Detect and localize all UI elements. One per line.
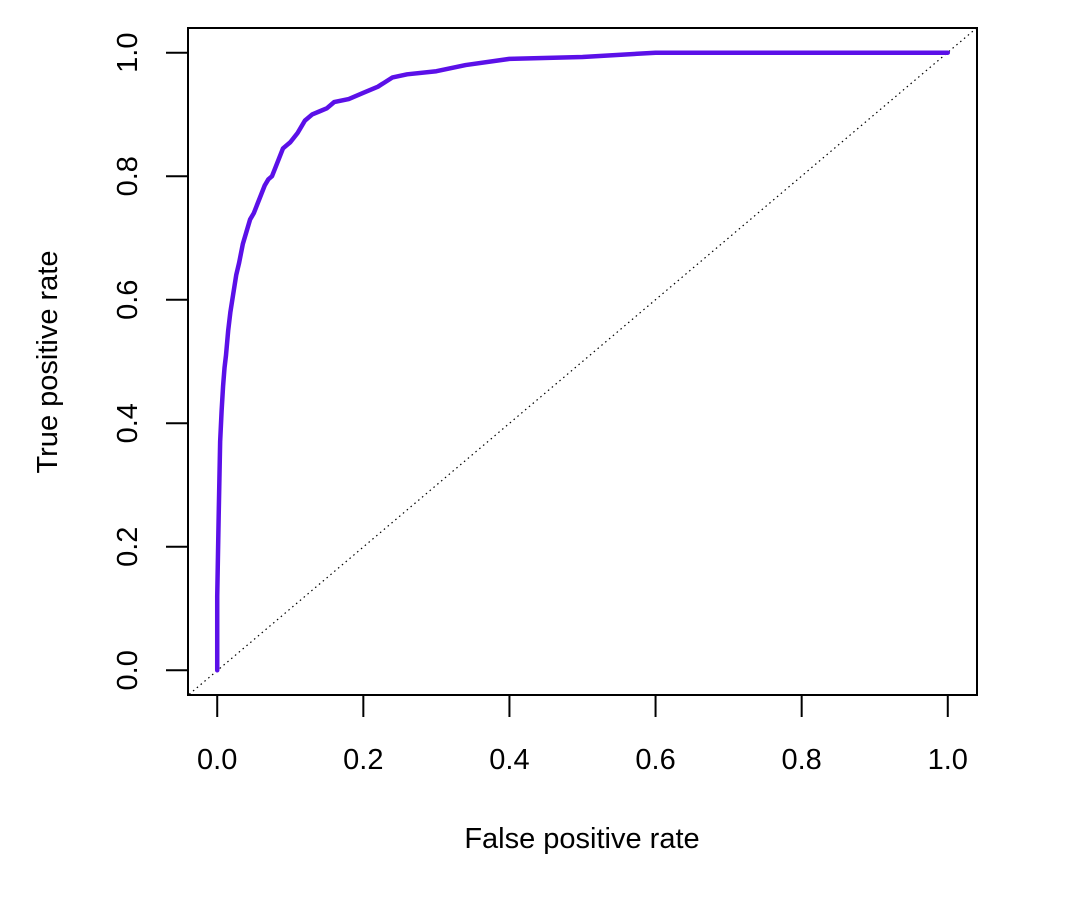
y-tick-label: 0.0 — [112, 650, 144, 690]
y-tick-label: 0.4 — [112, 403, 144, 443]
y-tick-label: 0.8 — [112, 156, 144, 196]
y-tick-label: 0.6 — [112, 280, 144, 320]
x-axis-title: False positive rate — [464, 823, 699, 855]
x-tick-label: 0.2 — [343, 744, 383, 776]
y-tick-label: 0.2 — [112, 527, 144, 567]
y-axis-title: True positive rate — [32, 251, 64, 474]
x-tick-label: 0.0 — [197, 744, 237, 776]
series-layer — [214, 50, 951, 673]
y-tick-label: 1.0 — [112, 33, 144, 73]
x-tick-label: 0.8 — [782, 744, 822, 776]
x-tick-label: 1.0 — [928, 744, 968, 776]
x-tick-label: 0.4 — [489, 744, 529, 776]
x-axis: 0.0 0.2 0.4 0.6 0.8 1.0 — [197, 694, 968, 776]
y-axis: 0.0 0.2 0.4 0.6 0.8 1.0 — [112, 33, 189, 690]
diagonal-reference-line — [188, 28, 977, 695]
roc-curve-line-0 — [214, 50, 951, 673]
reference-diagonal — [188, 28, 977, 695]
x-tick-label: 0.6 — [635, 744, 675, 776]
